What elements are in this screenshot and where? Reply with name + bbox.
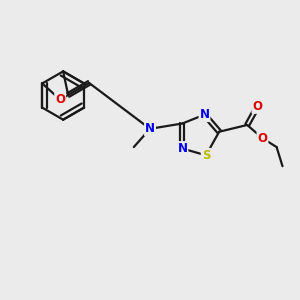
Text: O: O: [55, 93, 65, 106]
Text: S: S: [202, 149, 210, 162]
Text: O: O: [257, 132, 268, 145]
Text: O: O: [253, 100, 262, 113]
Text: N: N: [145, 122, 155, 135]
Text: N: N: [200, 108, 209, 121]
Text: N: N: [177, 142, 188, 155]
